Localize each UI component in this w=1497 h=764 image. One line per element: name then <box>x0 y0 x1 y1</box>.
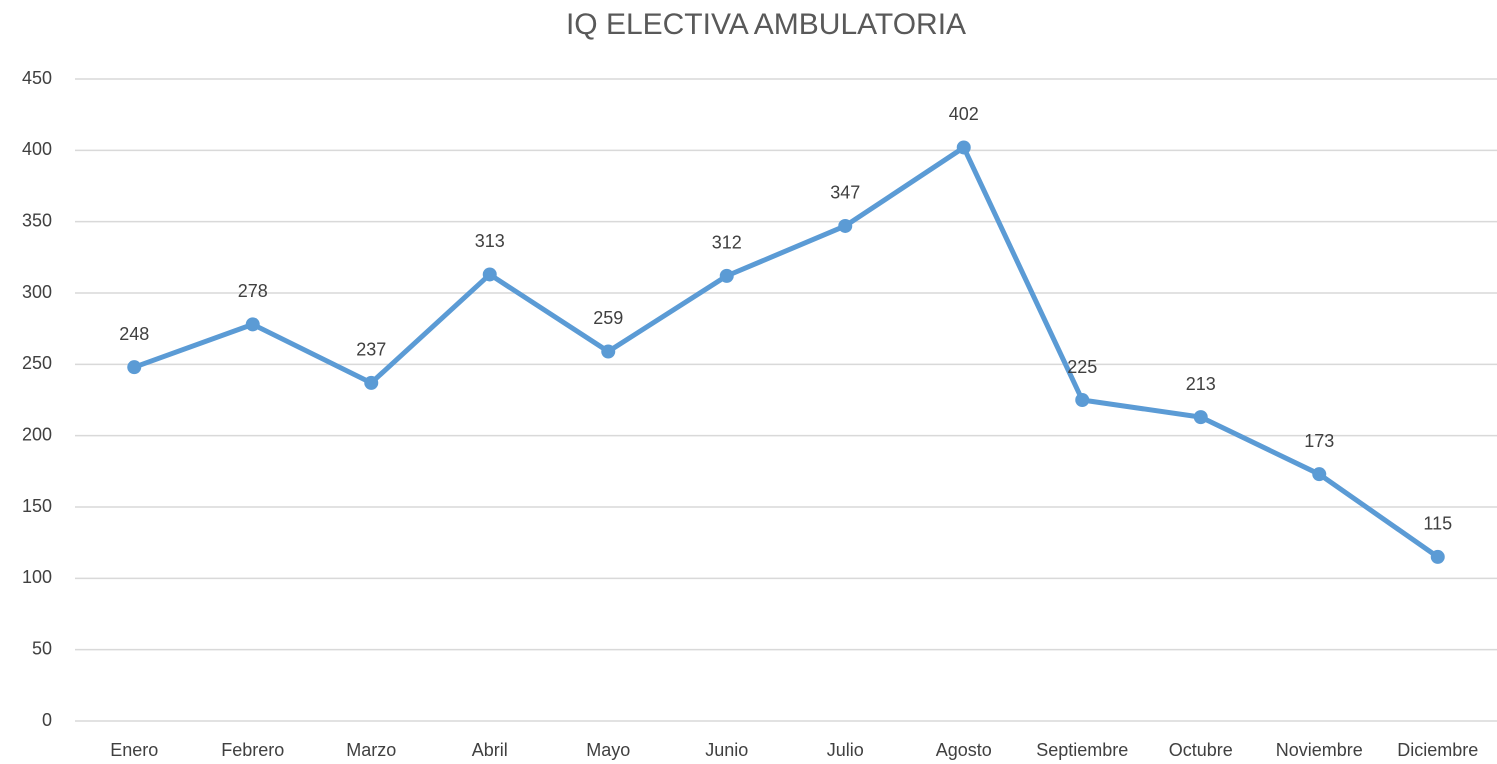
x-tick-label: Abril <box>472 740 508 760</box>
data-label: 213 <box>1186 374 1216 394</box>
data-label: 259 <box>593 308 623 328</box>
x-tick-label: Enero <box>110 740 158 760</box>
data-label: 347 <box>830 183 860 203</box>
x-tick-label: Diciembre <box>1397 740 1478 760</box>
data-point <box>245 317 260 332</box>
y-tick-label: 300 <box>22 282 52 302</box>
data-label: 312 <box>712 233 742 253</box>
x-tick-label: Marzo <box>346 740 396 760</box>
y-tick-label: 350 <box>22 210 52 230</box>
data-point <box>482 267 497 282</box>
y-tick-label: 0 <box>42 710 52 730</box>
x-tick-label: Octubre <box>1169 740 1233 760</box>
data-point <box>838 218 853 233</box>
data-label: 237 <box>356 340 386 360</box>
y-tick-label: 150 <box>22 496 52 516</box>
x-tick-label: Febrero <box>221 740 284 760</box>
chart-title: IQ ELECTIVA AMBULATORIA <box>566 8 966 41</box>
y-tick-label: 50 <box>32 638 52 658</box>
data-point <box>956 140 971 155</box>
data-point <box>1312 467 1327 482</box>
data-label: 248 <box>119 324 149 344</box>
data-point <box>1075 393 1090 407</box>
data-label: 115 <box>1423 514 1452 534</box>
x-tick-label: Junio <box>705 740 748 760</box>
y-tick-label: 200 <box>22 424 52 444</box>
data-point <box>127 360 142 375</box>
data-point <box>1430 549 1445 564</box>
y-tick-label: 400 <box>22 139 52 159</box>
x-tick-label: Septiembre <box>1036 740 1128 760</box>
data-label: 278 <box>238 281 268 301</box>
data-point <box>719 268 734 283</box>
x-tick-label: Julio <box>827 740 864 760</box>
data-label: 173 <box>1304 431 1334 451</box>
y-tick-label: 450 <box>22 68 52 88</box>
data-point <box>601 344 616 359</box>
data-point <box>1193 410 1208 425</box>
data-line <box>133 144 1440 559</box>
x-tick-label: Mayo <box>586 740 630 760</box>
data-label: 313 <box>475 231 505 251</box>
data-point <box>364 375 379 390</box>
data-label: 225 <box>1067 357 1097 377</box>
x-tick-label: Agosto <box>936 740 992 760</box>
data-label: 402 <box>949 104 979 124</box>
x-tick-label: Noviembre <box>1276 740 1363 760</box>
y-tick-label: 100 <box>22 567 52 587</box>
y-tick-label: 250 <box>22 353 52 373</box>
